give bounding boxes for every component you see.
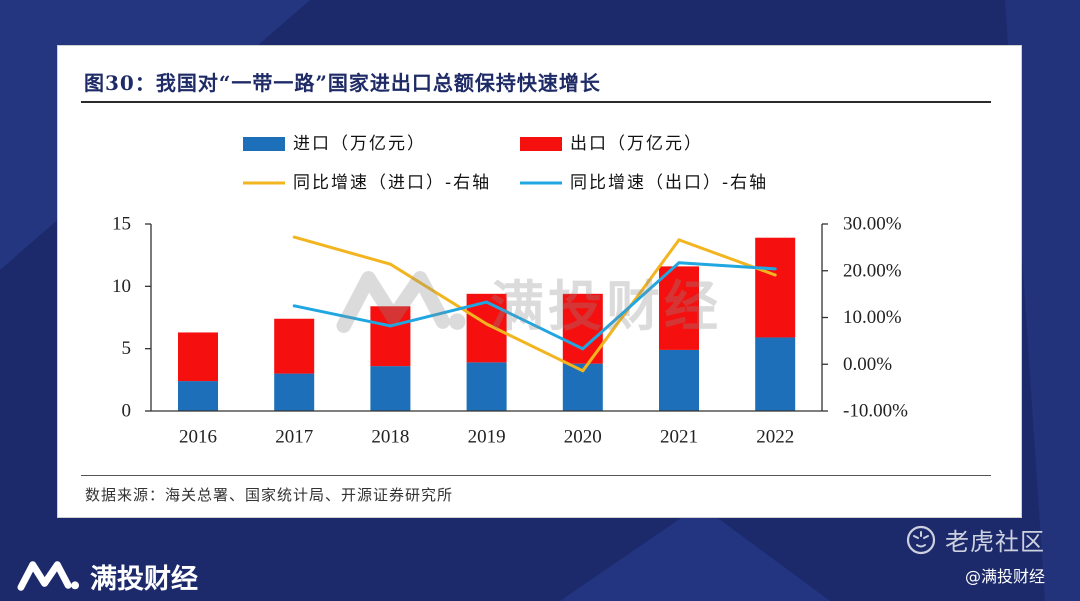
x-axis-tick-label-2019: 2019 xyxy=(468,427,506,448)
background-shape-bottom xyxy=(560,505,830,601)
point-export-growth-2022 xyxy=(773,267,777,271)
x-axis-tick-label-2016: 2016 xyxy=(179,427,217,448)
legend-swatch-export xyxy=(520,137,562,151)
figure-card: 图30：我国对“一带一路”国家进出口总额保持快速增长 数据来源：海关总署、国家统… xyxy=(57,45,1022,518)
point-export-growth-2019 xyxy=(485,300,489,304)
x-axis-tick-label-2021: 2021 xyxy=(660,427,698,448)
x-axis-tick-label-2018: 2018 xyxy=(371,427,409,448)
bar-import-2021 xyxy=(659,349,699,411)
point-export-growth-2021 xyxy=(677,261,681,265)
x-axis-tick-label-2022: 2022 xyxy=(756,427,794,448)
brand-name: 满投财经 xyxy=(90,563,198,595)
lines-group xyxy=(292,235,777,373)
legend-label-import: 进口（万亿元） xyxy=(293,134,426,154)
background-shape-right xyxy=(1005,0,1080,601)
right-axis-tick-label: -10.00% xyxy=(843,401,908,422)
bar-export-2018 xyxy=(370,306,411,367)
point-import-growth-2017 xyxy=(292,235,296,239)
bar-import-2022 xyxy=(755,337,796,411)
left-axis-tick-label: 5 xyxy=(122,338,132,359)
point-import-growth-2022 xyxy=(773,273,777,277)
left-axis-tick-label: 10 xyxy=(112,276,131,297)
bars-group xyxy=(178,237,796,411)
line-import-growth xyxy=(293,235,776,373)
tiger-icon xyxy=(906,525,936,554)
axes-group: 0 5 10 15 -10.00% 0.00% 10.00% 20.00% 30.00% 2016… xyxy=(112,214,908,448)
chart-legend: 进口（万亿元） 出口（万亿元） 同比增速（进口）-右轴 同比增速（出口）-右轴 xyxy=(243,134,768,193)
legend-label-import-growth: 同比增速（进口）-右轴 xyxy=(293,173,491,193)
point-import-growth-2019 xyxy=(485,322,489,326)
title-divider xyxy=(81,101,991,103)
point-export-growth-2017 xyxy=(292,304,296,308)
bar-export-2017 xyxy=(274,318,315,374)
point-export-growth-2020 xyxy=(581,347,585,351)
bar-export-2016 xyxy=(178,332,218,382)
bar-import-2017 xyxy=(274,373,315,411)
point-import-growth-2018 xyxy=(388,262,392,266)
x-axis-tick-label-2020: 2020 xyxy=(564,427,602,448)
left-axis-tick-label: 15 xyxy=(112,214,131,235)
point-import-growth-2020 xyxy=(581,369,585,373)
point-export-growth-2018 xyxy=(388,324,392,328)
bar-import-2019 xyxy=(466,362,507,411)
right-axis-tick-label: 0.00% xyxy=(843,354,892,375)
right-axis-tick-label: 30.00% xyxy=(843,214,902,235)
author-handle: @满投财经 xyxy=(965,567,1046,586)
legend-swatch-import xyxy=(243,137,285,151)
right-axis-tick-label: 10.00% xyxy=(843,307,902,328)
source-divider xyxy=(81,475,991,476)
community-name: 老虎社区 xyxy=(945,528,1045,556)
legend-label-export: 出口（万亿元） xyxy=(570,134,703,154)
right-axis-tick-label: 20.00% xyxy=(843,260,902,281)
data-source-note: 数据来源：海关总署、国家统计局、开源证券研究所 xyxy=(85,486,454,504)
figure-title: 图30：我国对“一带一路”国家进出口总额保持快速增长 xyxy=(84,71,601,95)
legend-label-export-growth: 同比增速（出口）-右轴 xyxy=(570,173,768,193)
bar-export-2022 xyxy=(755,237,796,338)
x-axis-tick-label-2017: 2017 xyxy=(275,427,313,448)
bar-import-2016 xyxy=(178,381,218,411)
line-export-growth xyxy=(293,261,776,351)
mantou-logo-icon xyxy=(17,561,80,591)
bar-export-2021 xyxy=(659,266,699,350)
bar-import-2018 xyxy=(370,366,411,411)
left-axis-tick-label: 0 xyxy=(122,401,132,422)
community-watermark: 老虎社区 xyxy=(905,522,1045,557)
brand-logo: 满投财经 xyxy=(16,554,198,598)
point-import-growth-2021 xyxy=(677,238,681,242)
